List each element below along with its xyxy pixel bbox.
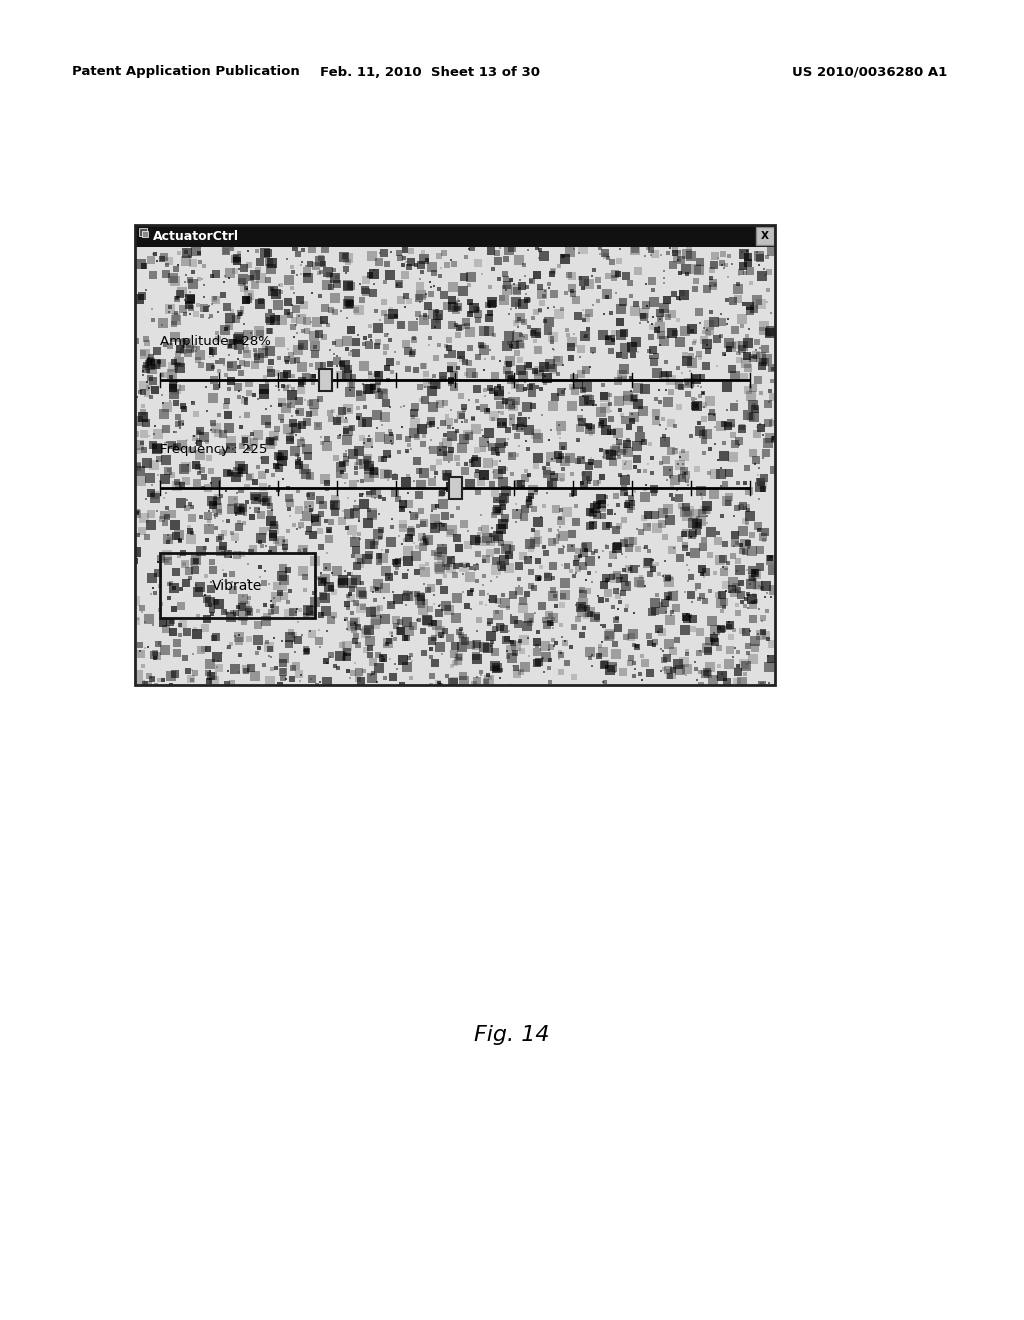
Text: US 2010/0036280 A1: US 2010/0036280 A1 — [793, 66, 947, 78]
Text: Patent Application Publication: Patent Application Publication — [72, 66, 300, 78]
Text: Fig. 14: Fig. 14 — [474, 1026, 550, 1045]
Bar — [139, 228, 147, 236]
Text: Feb. 11, 2010  Sheet 13 of 30: Feb. 11, 2010 Sheet 13 of 30 — [319, 66, 540, 78]
Bar — [318, 370, 332, 391]
Text: X: X — [761, 231, 769, 242]
Bar — [160, 553, 315, 618]
Bar — [135, 224, 775, 247]
Text: Amplitude : 28%: Amplitude : 28% — [160, 335, 271, 348]
Text: Vibrate: Vibrate — [212, 578, 263, 593]
Bar — [135, 224, 775, 685]
Bar — [142, 231, 148, 238]
Text: ActuatorCtrl: ActuatorCtrl — [153, 230, 239, 243]
Bar — [449, 477, 462, 499]
Bar — [756, 227, 774, 246]
Text: Frequency : 225: Frequency : 225 — [160, 444, 267, 457]
